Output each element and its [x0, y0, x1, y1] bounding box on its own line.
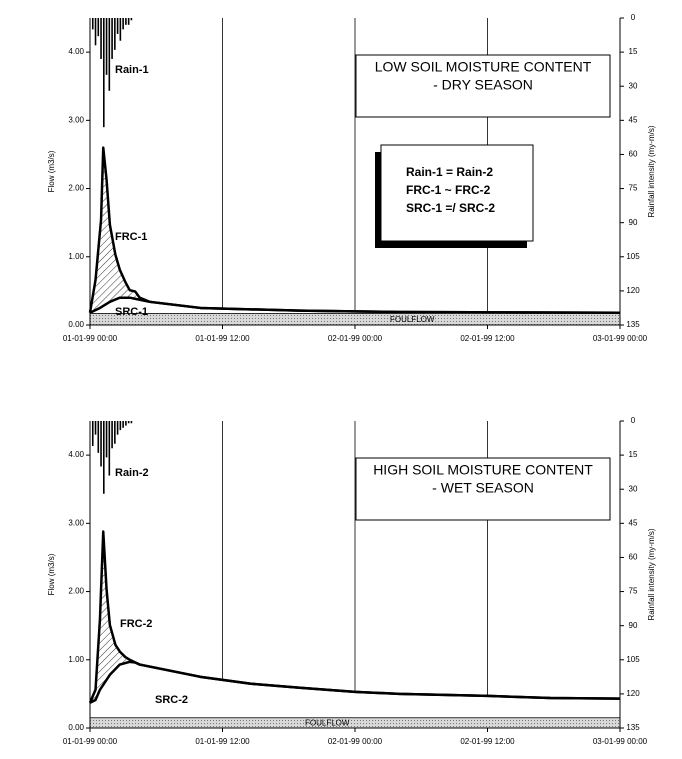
- note: SRC-1 =/ SRC-2: [406, 201, 495, 215]
- y2-tick-label: 120: [626, 286, 640, 295]
- flow-line: [89, 296, 621, 314]
- y2-tick-label: 30: [629, 484, 638, 493]
- foulflow-label: FOULFLOW: [305, 718, 350, 727]
- y2-tick-label: 120: [626, 689, 640, 698]
- series-label: Rain-1: [115, 64, 149, 76]
- foulflow-band: [89, 313, 621, 326]
- y2-tick-label: 105: [626, 655, 640, 664]
- area: [90, 661, 620, 728]
- title-box-text: LOW SOIL MOISTURE CONTENT: [375, 59, 592, 75]
- series-label: SRC-1: [115, 306, 148, 318]
- flow-line: [89, 660, 621, 704]
- title-box: [355, 54, 611, 118]
- foulflow-band: [89, 717, 621, 729]
- y2-tick-label: 60: [629, 553, 638, 562]
- x-tick-label: 02-01-99 12:00: [460, 334, 515, 343]
- x-tick-label: 02-01-99 00:00: [328, 334, 383, 343]
- y2-tick-label: 135: [626, 320, 640, 329]
- y-axis-title: Flow (m3/s): [47, 553, 56, 595]
- y2-tick-label: 15: [629, 47, 638, 56]
- x-tick-label: 03-01-99 00:00: [593, 334, 648, 343]
- y-tick-label: 2.00: [68, 184, 84, 193]
- y-axis-title: Flow (m3/s): [47, 150, 56, 192]
- y2-tick-label: 30: [629, 81, 638, 90]
- title-box: [355, 457, 611, 521]
- notes-box: [380, 144, 534, 242]
- y-tick-label: 1.00: [68, 655, 84, 664]
- title-box-text: - WET SEASON: [432, 480, 534, 496]
- y2-tick-label: 75: [629, 184, 638, 193]
- title-box-text: - DRY SEASON: [433, 77, 533, 93]
- series-label: FRC-2: [120, 618, 152, 630]
- x-tick-label: 01-01-99 12:00: [195, 737, 250, 746]
- y-tick-label: 0.00: [68, 723, 84, 732]
- y2-tick-label: 90: [629, 218, 638, 227]
- series-label: FRC-1: [115, 231, 147, 243]
- y-tick-label: 0.00: [68, 320, 84, 329]
- x-tick-label: 02-01-99 00:00: [328, 737, 383, 746]
- y-tick-label: 2.00: [68, 587, 84, 596]
- series-label: Rain-2: [115, 467, 149, 479]
- y2-tick-label: 135: [626, 723, 640, 732]
- y2-tick-label: 15: [629, 450, 638, 459]
- x-tick-label: 01-01-99 00:00: [63, 737, 118, 746]
- y2-axis-title: Rainfall intensity (my-m/s): [647, 125, 656, 217]
- y2-tick-label: 0: [631, 13, 636, 22]
- x-tick-label: 02-01-99 12:00: [460, 737, 515, 746]
- x-tick-label: 03-01-99 00:00: [593, 737, 648, 746]
- y-tick-label: 3.00: [68, 518, 84, 527]
- y-tick-label: 3.00: [68, 115, 84, 124]
- y-tick-label: 4.00: [68, 450, 84, 459]
- title-box-text: HIGH SOIL MOISTURE CONTENT: [373, 462, 593, 478]
- note: Rain-1 = Rain-2: [406, 165, 493, 179]
- y2-tick-label: 45: [629, 115, 638, 124]
- x-tick-label: 01-01-99 12:00: [195, 334, 250, 343]
- y2-tick-label: 75: [629, 587, 638, 596]
- y-tick-label: 1.00: [68, 252, 84, 261]
- y2-tick-label: 0: [631, 416, 636, 425]
- note: FRC-1 ~ FRC-2: [406, 183, 491, 197]
- foulflow-label: FOULFLOW: [390, 315, 435, 324]
- y2-axis-title: Rainfall intensity (my-m/s): [647, 528, 656, 620]
- y2-tick-label: 90: [629, 621, 638, 630]
- series-label: SRC-2: [155, 694, 188, 706]
- y2-tick-label: 60: [629, 150, 638, 159]
- y2-tick-label: 105: [626, 252, 640, 261]
- y-tick-label: 4.00: [68, 47, 84, 56]
- x-tick-label: 01-01-99 00:00: [63, 334, 118, 343]
- y2-tick-label: 45: [629, 518, 638, 527]
